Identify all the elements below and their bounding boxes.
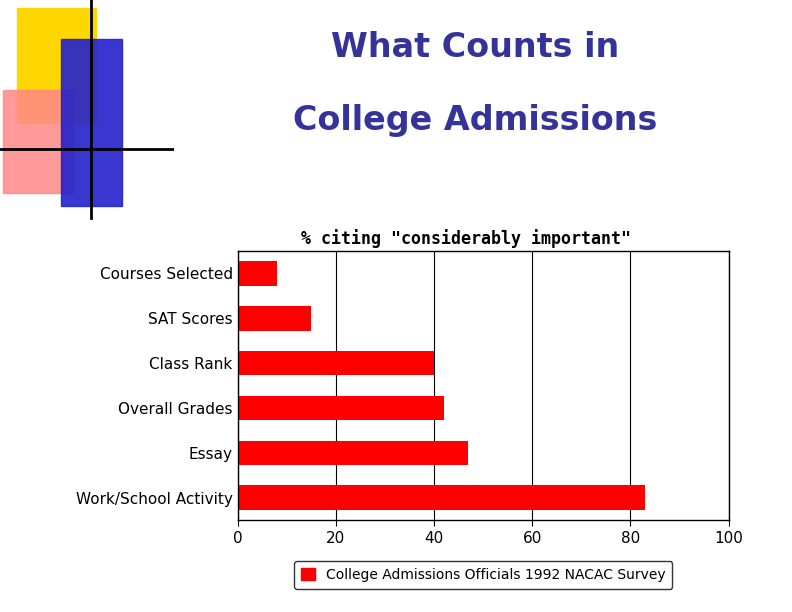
Bar — [238, 485, 645, 510]
Text: What Counts in: What Counts in — [331, 31, 619, 64]
Bar — [3, 90, 73, 193]
Bar — [238, 441, 468, 465]
Bar — [61, 39, 122, 206]
Text: College Admissions: College Admissions — [293, 104, 657, 137]
Bar — [238, 261, 277, 286]
Bar — [238, 306, 311, 330]
Text: % citing "considerably important": % citing "considerably important" — [301, 230, 631, 248]
Legend: College Admissions Officials 1992 NACAC Survey: College Admissions Officials 1992 NACAC … — [294, 561, 672, 589]
Bar — [238, 351, 434, 375]
Bar — [17, 8, 96, 124]
Bar — [238, 396, 444, 420]
